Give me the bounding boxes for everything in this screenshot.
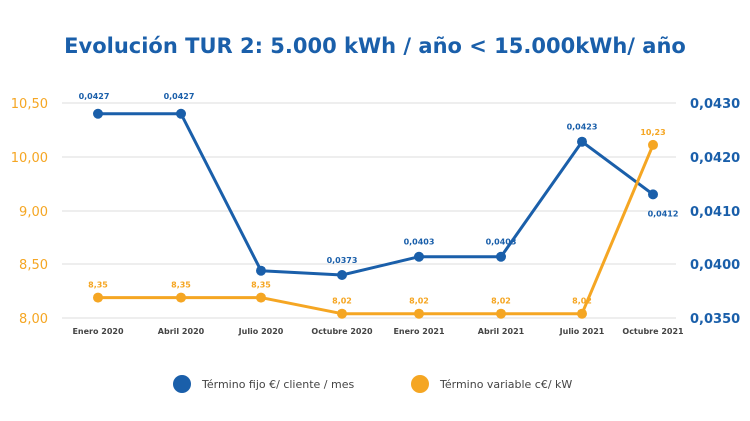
gridlines	[62, 102, 676, 319]
data-label: 0,0427	[79, 92, 110, 101]
data-label: 0,0403	[404, 238, 435, 247]
data-label: 8,02	[332, 297, 352, 306]
data-label: 10,23	[640, 128, 665, 137]
right-tick-label: 0,0430	[690, 97, 740, 112]
legend-label: Término fijo €/ cliente / mes	[201, 378, 354, 391]
data-label: 8,35	[251, 281, 271, 290]
right-tick-label: 0,0400	[690, 258, 740, 273]
data-point	[496, 251, 506, 262]
series-0: 0,0427 0,0427 0,0373 0,0403 0,0403 0,0423 0,04…	[79, 92, 679, 280]
right-tick-label: 0,0420	[690, 151, 740, 166]
data-point	[176, 108, 186, 119]
legend-marker	[173, 375, 191, 393]
data-point	[256, 265, 266, 276]
data-label: 0,0423	[567, 123, 598, 132]
data-point	[93, 292, 103, 303]
x-tick-label: Julio 2020	[238, 327, 284, 336]
data-point	[414, 251, 424, 262]
left-tick-label: 9,00	[19, 205, 48, 220]
legend-label: Término variable c€/ kW	[439, 378, 572, 391]
data-point	[337, 270, 347, 280]
data-point	[648, 139, 658, 150]
x-tick-label: Abril 2021	[478, 327, 525, 336]
data-label: 8,02	[572, 297, 592, 306]
x-tick-label: Octubre 2020	[311, 327, 373, 336]
legend-marker	[411, 375, 429, 393]
data-label: 0,0373	[327, 256, 358, 265]
right-axis-ticks: 0,0350 0,0400 0,0410 0,0420 0,0430	[690, 97, 740, 327]
data-label: 8,35	[171, 281, 191, 290]
data-point	[577, 136, 587, 147]
series-line	[98, 112, 654, 277]
data-point	[496, 308, 506, 319]
left-tick-label: 10,50	[11, 97, 48, 112]
data-point	[93, 108, 103, 119]
series-layer: 0,0427 0,0427 0,0373 0,0403 0,0403 0,0423 0,04…	[79, 92, 679, 319]
right-tick-label: 0,0350	[690, 312, 740, 327]
data-point	[256, 292, 266, 303]
data-point	[176, 292, 186, 303]
left-tick-label: 8,00	[19, 312, 48, 327]
series-1: 8,35 8,35 8,35 8,02 8,02 8,02 8,02 10,23	[88, 128, 666, 319]
data-label: 0,0427	[164, 92, 195, 101]
left-tick-label: 8,50	[19, 258, 48, 273]
data-label: 8,35	[88, 281, 108, 290]
data-label: 0,0412	[648, 209, 679, 218]
x-tick-label: Abril 2020	[158, 327, 205, 336]
left-tick-label: 10,00	[11, 151, 48, 166]
series-line	[98, 144, 655, 316]
data-point	[577, 308, 587, 319]
data-label: 8,02	[491, 297, 511, 306]
x-tick-label: Enero 2020	[72, 327, 124, 336]
x-tick-label: Julio 2021	[559, 327, 605, 336]
data-point	[648, 189, 658, 200]
left-axis-ticks: 8,00 8,50 9,00 10,00 10,50	[11, 97, 48, 327]
data-point	[414, 308, 424, 319]
x-tick-label: Octubre 2021	[622, 327, 684, 336]
chart-title: Evolución TUR 2: 5.000 kWh / año < 15.00…	[64, 34, 686, 58]
right-tick-label: 0,0410	[690, 205, 740, 220]
data-label: 0,0403	[486, 238, 517, 247]
x-tick-label: Enero 2021	[393, 327, 445, 336]
data-point	[337, 308, 347, 319]
x-axis-ticks: Enero 2020 Abril 2020 Julio 2020 Octubre 20…	[72, 327, 684, 336]
legend: Término fijo €/ cliente / mes Término var…	[173, 375, 572, 393]
data-label: 8,02	[409, 297, 429, 306]
